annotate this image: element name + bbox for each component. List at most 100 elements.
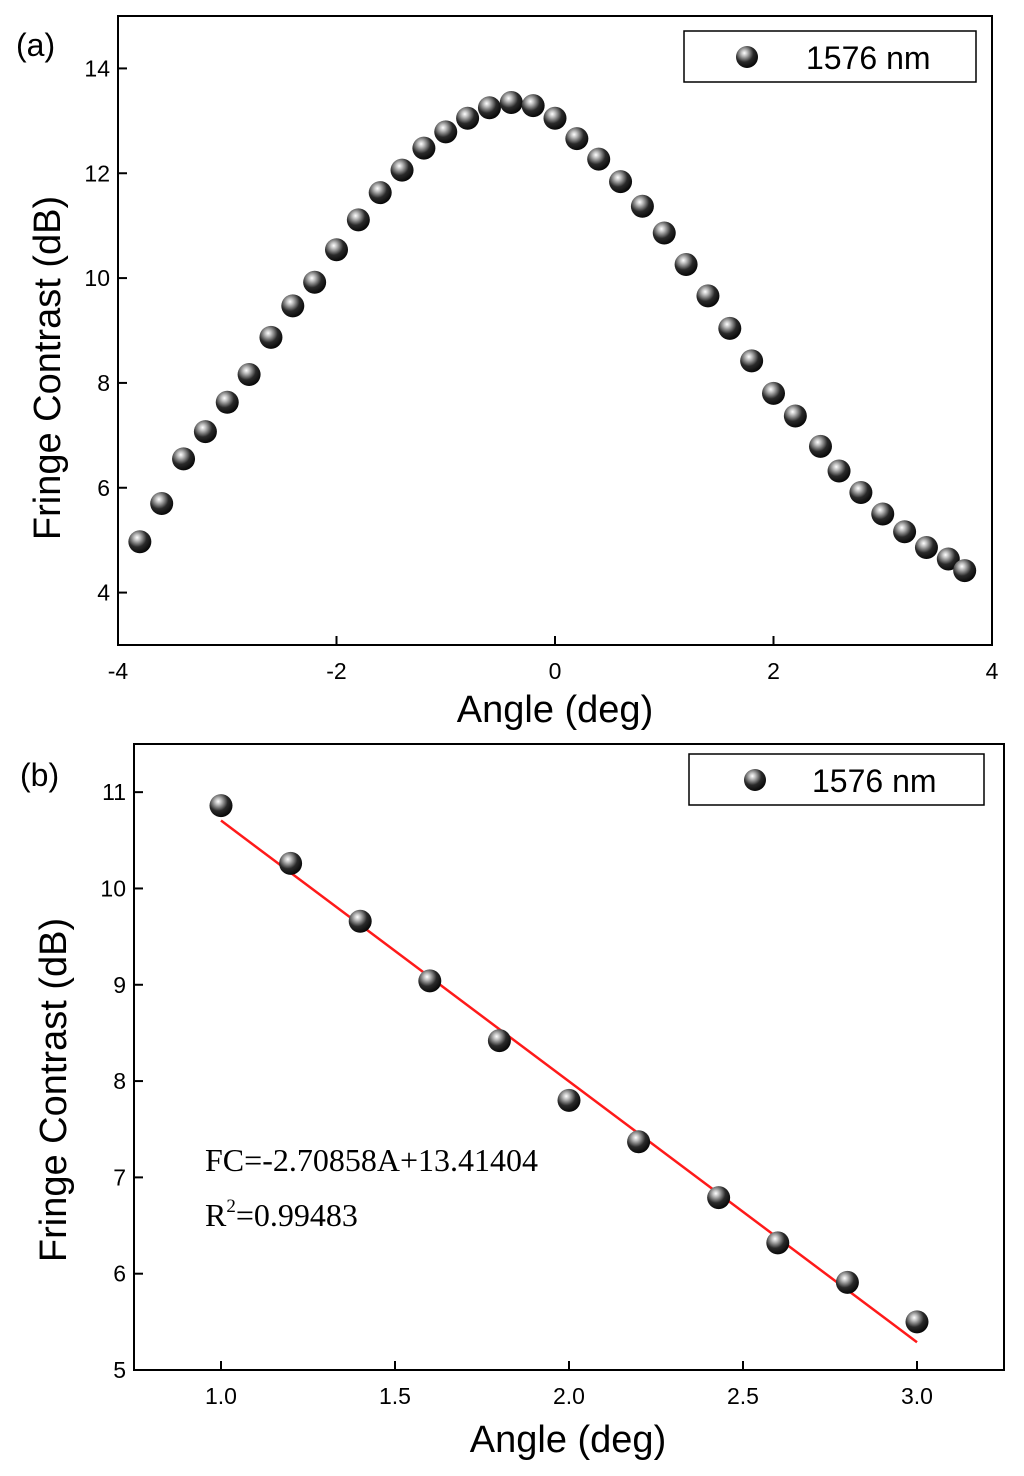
chart-b-data-point bbox=[766, 1231, 790, 1255]
chart-a-data-point bbox=[953, 559, 977, 583]
chart-b-y-axis: 5 6 7 8 9 10 11 bbox=[100, 779, 143, 1383]
chart-a-data-point bbox=[914, 536, 938, 560]
chart-b-data-point bbox=[627, 1130, 651, 1154]
chart-a-y-tick-label: 12 bbox=[84, 160, 110, 186]
chart-a-legend-marker bbox=[736, 46, 758, 68]
chart-b-axes-frame bbox=[133, 743, 1005, 1371]
chart-a-x-tick-label: 4 bbox=[986, 658, 999, 684]
chart-a-data-point bbox=[499, 90, 523, 114]
chart-a-data-point bbox=[565, 127, 589, 151]
chart-a-data-point bbox=[456, 106, 480, 130]
chart-b-r-squared-prefix: R bbox=[205, 1197, 227, 1233]
chart-a-data-point bbox=[849, 480, 873, 504]
chart-a-data-point bbox=[434, 120, 458, 144]
chart-b-legend: 1576 nm bbox=[688, 753, 985, 806]
chart-a-y-tick-label: 4 bbox=[97, 580, 110, 606]
chart-a-data-point bbox=[128, 530, 152, 554]
chart-a-y-tick-label: 10 bbox=[84, 265, 110, 291]
chart-a-data-point bbox=[543, 106, 567, 130]
chart-b-x-tick-label: 3.0 bbox=[901, 1383, 933, 1409]
chart-a-data-point bbox=[259, 325, 283, 349]
chart-b-data-point bbox=[707, 1186, 731, 1210]
chart-a-data-point bbox=[346, 208, 370, 232]
chart-a-x-axis-title: Angle (deg) bbox=[457, 689, 653, 731]
chart-panel-a: (a) -4 -2 0 2 4 4 6 8 10 12 14 Angle (deg) Fringe… bbox=[16, 15, 999, 731]
chart-a-data-point bbox=[808, 434, 832, 458]
chart-a-data-point bbox=[325, 238, 348, 262]
chart-a-y-axis-title: Fringe Contrast (dB) bbox=[27, 196, 69, 540]
chart-a-data-point bbox=[215, 390, 239, 414]
chart-a-data-point bbox=[193, 420, 217, 444]
chart-a-x-axis: -4 -2 0 2 4 bbox=[108, 636, 999, 684]
panel-label-a: (a) bbox=[16, 27, 55, 63]
chart-a-data-point bbox=[652, 221, 676, 245]
chart-a-data-point bbox=[587, 147, 611, 171]
chart-b-x-tick-label: 2.0 bbox=[553, 1383, 585, 1409]
chart-b-x-axis-title: Angle (deg) bbox=[470, 1419, 666, 1461]
chart-a-data-point bbox=[783, 404, 807, 428]
chart-a-legend-label: 1576 nm bbox=[806, 40, 931, 76]
chart-b-r-squared: R2=0.99483 bbox=[205, 1196, 358, 1233]
chart-b-data-point bbox=[209, 794, 233, 818]
chart-a-data-point bbox=[893, 520, 917, 544]
chart-b-x-tick-label: 2.5 bbox=[727, 1383, 759, 1409]
chart-b-data-point bbox=[418, 969, 442, 993]
chart-a-data-point bbox=[762, 381, 785, 405]
chart-a-data-point bbox=[412, 136, 436, 160]
chart-a-data-point bbox=[172, 447, 196, 471]
chart-a-data-point bbox=[827, 459, 851, 483]
chart-b-y-tick-label: 6 bbox=[113, 1261, 126, 1287]
chart-b-data-point bbox=[557, 1088, 581, 1112]
chart-a-legend: 1576 nm bbox=[683, 30, 977, 83]
chart-a-data-point bbox=[521, 94, 545, 118]
chart-a-y-axis: 4 6 8 10 12 14 bbox=[84, 55, 127, 606]
chart-a-data-point bbox=[936, 547, 960, 571]
chart-b-data-point bbox=[905, 1310, 929, 1334]
chart-b-x-tick-label: 1.5 bbox=[379, 1383, 411, 1409]
chart-a-data-point bbox=[368, 181, 392, 205]
chart-a-y-tick-label: 8 bbox=[97, 370, 110, 396]
chart-b-y-tick-label: 8 bbox=[113, 1068, 126, 1094]
chart-a-x-tick-label: -2 bbox=[326, 658, 346, 684]
chart-a-data-point bbox=[237, 363, 261, 387]
chart-b-r-squared-exponent: 2 bbox=[226, 1196, 236, 1217]
chart-a-x-tick-label: -4 bbox=[108, 658, 129, 684]
chart-b-annotations: FC=-2.70858A+13.41404 R2=0.99483 bbox=[205, 1142, 538, 1233]
chart-b-legend-box bbox=[688, 753, 985, 806]
chart-b-legend-label: 1576 nm bbox=[812, 763, 937, 799]
chart-b-fit-equation: FC=-2.70858A+13.41404 bbox=[205, 1142, 538, 1178]
chart-a-legend-box bbox=[683, 30, 977, 83]
chart-b-y-tick-label: 5 bbox=[113, 1357, 126, 1383]
chart-a-y-tick-label: 6 bbox=[97, 475, 110, 501]
chart-a-data-point bbox=[281, 294, 305, 318]
chart-a-data-point bbox=[630, 194, 654, 218]
chart-b-fit-line bbox=[220, 819, 918, 1344]
chart-b-y-tick-label: 11 bbox=[102, 779, 126, 805]
chart-b-plot-area bbox=[209, 794, 929, 1344]
chart-a-data-point bbox=[477, 96, 501, 120]
chart-b-y-tick-label: 9 bbox=[113, 972, 126, 998]
chart-b-r-squared-value: =0.99483 bbox=[236, 1197, 358, 1233]
chart-a-plot-area bbox=[128, 90, 977, 583]
chart-b-x-axis: 1.0 1.5 2.0 2.5 3.0 bbox=[205, 1361, 933, 1409]
chart-b-legend-marker bbox=[744, 769, 766, 791]
chart-a-data-point bbox=[740, 349, 764, 373]
chart-b-data-point bbox=[487, 1029, 511, 1053]
chart-b-data-point bbox=[348, 909, 372, 933]
chart-a-data-point bbox=[609, 170, 633, 194]
chart-b-data-point bbox=[835, 1270, 859, 1294]
chart-a-x-tick-label: 0 bbox=[549, 658, 562, 684]
chart-a-data-point bbox=[718, 316, 742, 340]
chart-b-x-tick-label: 1.0 bbox=[205, 1383, 237, 1409]
chart-a-data-point bbox=[674, 252, 698, 276]
chart-a-y-tick-label: 14 bbox=[84, 55, 110, 81]
chart-a-x-tick-label: 2 bbox=[767, 658, 780, 684]
chart-b-y-tick-label: 7 bbox=[113, 1164, 126, 1190]
chart-a-data-point bbox=[696, 284, 720, 308]
chart-a-data-point bbox=[390, 158, 414, 182]
chart-a-data-point bbox=[303, 270, 327, 294]
chart-b-y-axis-title: Fringe Contrast (dB) bbox=[33, 918, 75, 1262]
chart-b-data-point bbox=[279, 851, 303, 875]
chart-a-data-point bbox=[871, 502, 895, 526]
